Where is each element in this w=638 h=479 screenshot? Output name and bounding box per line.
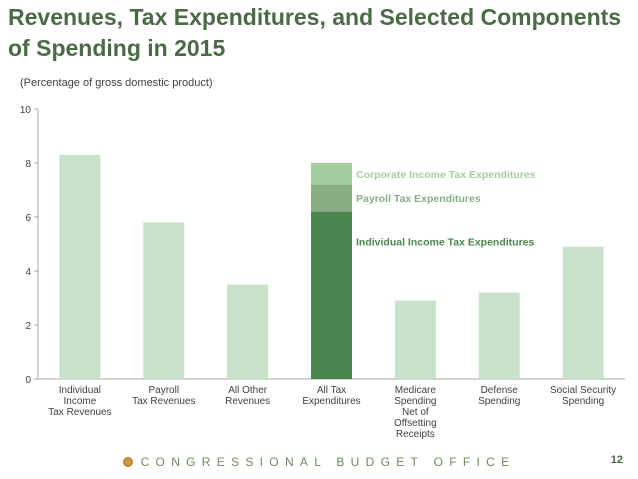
y-tick-label: 8 [25,159,31,170]
bar [227,284,269,379]
y-tick-label: 2 [25,321,31,332]
x-tick-label: Social Security Spending [550,385,616,407]
bar [478,292,520,379]
x-tick-label-line: Receipts [396,429,435,440]
x-tick-label-line: Spending [394,396,436,407]
stacked-bar-segment [311,184,352,212]
y-tick-label: 0 [25,375,31,386]
x-tick-label-line: Spending [562,396,604,407]
y-tick-label: 6 [25,213,31,224]
x-tick-label: All Tax Expenditures [302,385,360,407]
bar [59,154,101,379]
x-tick-label-line: Tax Revenues [48,407,111,418]
footer-org: CONGRESSIONAL BUDGET OFFICE [140,455,516,469]
x-tick-label-line: Net of [402,407,429,418]
segment-annotation: Corporate Income Tax Expenditures [356,169,536,181]
bar [143,222,185,379]
page-number: 12 [610,454,623,466]
x-tick-label-line: All Other [228,385,268,396]
x-tick-label-line: All Tax [317,385,346,396]
x-tick-label-line: Revenues [225,396,270,407]
cbo-logo-icon [122,457,133,467]
x-tick-label: Payroll Tax Revenues [132,385,195,407]
x-tick-label: Medicare Spending Net of Offsetting Receipts [394,385,437,440]
x-tick-label-line: Spending [478,396,520,407]
x-tick-label-line: Offsetting [394,418,437,429]
x-tick-label: All Other Revenues [225,385,270,407]
chart-subtitle: (Percentage of gross domestic product) [20,77,213,89]
stacked-bar-segment [311,163,352,185]
segment-annotation: Payroll Tax Expenditures [356,193,481,205]
x-tick-label-line: Expenditures [302,396,360,407]
stacked-bar-segment [311,211,352,379]
y-tick-label: 4 [25,267,31,278]
segment-annotation: Individual Income Tax Expenditures [356,236,535,248]
x-tick-label: Individual Income Tax Revenues [48,385,111,418]
y-tick-label: 10 [20,105,32,116]
x-tick-label-line: Tax Revenues [132,396,195,407]
x-tick-label-line: Income [64,396,97,407]
x-tick-label-line: Defense [481,385,519,396]
bar-chart: 0 2 4 6 8 10 Individual Income Tax Expenditure… [20,105,625,440]
x-tick-label-line: Individual [59,385,101,396]
x-tick-label: Defense Spending [478,385,520,407]
chart-title: Revenues, Tax Expenditures, and Selected… [8,4,622,61]
x-tick-label-line: Social Security [550,385,616,396]
bar [394,300,436,379]
x-tick-label-line: Medicare [395,385,437,396]
bar [562,246,604,379]
x-tick-label-line: Payroll [148,385,179,396]
footer: CONGRESSIONAL BUDGET OFFICE [0,455,638,469]
